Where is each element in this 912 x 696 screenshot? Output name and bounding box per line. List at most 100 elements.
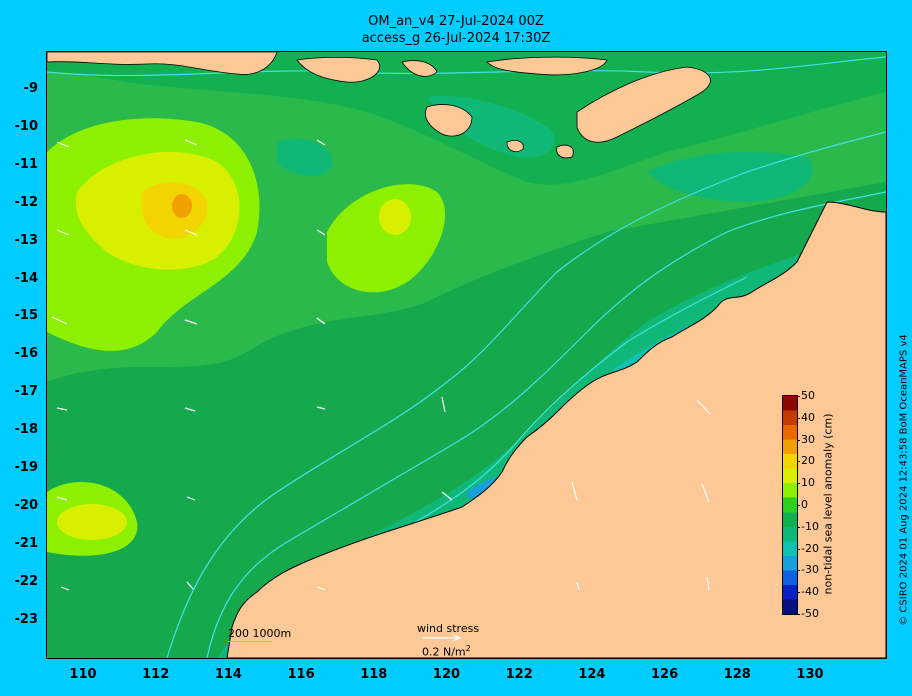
- wind-arrow: [576, 581, 580, 591]
- wind-arrow: [701, 483, 710, 503]
- colorbar-tick-label: 0: [801, 498, 808, 511]
- colorbar-tick-label: -40: [801, 585, 819, 599]
- wind-arrow: [56, 496, 68, 501]
- longitude-tick-label: 110: [69, 667, 97, 682]
- map-subtitle: access_g 26-Jul-2024 17:30Z: [361, 31, 551, 46]
- isobath-legend: 200 1000m: [228, 627, 292, 640]
- isobath-1000m: [206, 191, 886, 658]
- latitude-tick-label: -13: [14, 232, 39, 248]
- wind-stress-legend-unit: 0.2 N/m2: [422, 644, 471, 659]
- indonesian-islands: [47, 52, 711, 159]
- colorbar-label: non-tidal sea level anomaly (cm): [821, 413, 835, 595]
- colorbar-tick-label: 20: [801, 454, 815, 468]
- wind-arrow: [184, 229, 198, 236]
- longitude-tick-label: 112: [142, 667, 170, 682]
- field-patch-teal: [277, 138, 333, 177]
- latitude-tick-label: -16: [14, 346, 39, 362]
- colorbar-tick-mark: [797, 614, 800, 615]
- island-sumbawa-flores: [47, 52, 278, 75]
- island-timor: [576, 66, 711, 143]
- colorbar-tick-mark: [797, 439, 800, 441]
- colorbar-tick-mark: [797, 592, 800, 594]
- latitude-tick-label: -11: [14, 156, 39, 172]
- latitude-tick-label: -9: [23, 81, 38, 96]
- latitude-tick-label: -19: [14, 460, 39, 475]
- island-savu: [425, 104, 473, 137]
- wind-arrow: [60, 586, 70, 591]
- latitude-tick-label: -21: [14, 535, 39, 551]
- wind-stress-legend-label: wind stress: [417, 622, 480, 635]
- latitude-tick-label: -18: [14, 422, 39, 438]
- wind-arrow: [184, 139, 198, 146]
- wind-arrow: [186, 496, 196, 501]
- field-anomaly-west-max: [172, 194, 192, 218]
- wind-arrow: [571, 481, 578, 501]
- island-roti: [506, 140, 524, 153]
- longitude-tick-label: 116: [287, 667, 315, 682]
- isobath-north: [47, 56, 886, 77]
- wind-arrow: [56, 407, 68, 411]
- colorbar-tick-label: 40: [801, 410, 815, 424]
- wind-arrow: [184, 407, 196, 412]
- island-small-2: [401, 60, 438, 77]
- colorbar-tick-label: -20: [801, 541, 819, 555]
- wind-arrow: [56, 141, 70, 148]
- longitude-tick-label: 130: [796, 667, 824, 682]
- wind-arrow: [441, 491, 453, 501]
- colorbar-tick-label: -50: [801, 607, 819, 620]
- sea-level-map: [46, 51, 887, 659]
- latitude-tick-label: -12: [14, 194, 39, 210]
- latitude-tick-label: -10: [14, 118, 39, 134]
- longitude-tick-label: 128: [723, 667, 751, 682]
- colorbar-tick-mark: [797, 570, 800, 572]
- colorbar-tick-mark: [797, 505, 800, 506]
- latitude-tick-label: -20: [14, 497, 39, 513]
- longitude-tick-label: 120: [432, 667, 461, 682]
- colorbar: [782, 395, 798, 615]
- wind-arrow: [56, 229, 70, 236]
- longitude-tick-label: 118: [360, 667, 388, 682]
- wind-arrow: [316, 406, 326, 410]
- map-canvas: [47, 52, 886, 658]
- colorbar-tick-label: -10: [801, 519, 819, 533]
- wind-arrow: [316, 586, 326, 591]
- wind-arrow: [696, 399, 711, 415]
- longitude-tick-label: 126: [651, 667, 679, 682]
- wind-arrow: [184, 319, 198, 325]
- wind-stress-arrows: [51, 139, 711, 591]
- latitude-tick-label: -15: [14, 308, 39, 324]
- wind-arrow: [316, 139, 326, 146]
- isobath-legend-line: [228, 641, 272, 642]
- colorbar-tick-label: 10: [801, 476, 815, 490]
- colorbar-tick-mark: [797, 461, 800, 463]
- australia-landmass: [226, 201, 886, 658]
- colorbar-tick-label: 30: [801, 432, 815, 446]
- wind-arrow: [186, 581, 194, 590]
- wind-arrow: [316, 317, 326, 325]
- wind-arrow: [441, 396, 446, 413]
- island-alor: [486, 56, 608, 76]
- latitude-tick-label: -14: [14, 270, 39, 286]
- colorbar-tick-mark: [797, 548, 800, 550]
- colorbar-tick-label: -30: [801, 563, 819, 577]
- colorbar-tick-mark: [797, 483, 800, 485]
- island-small-1: [556, 144, 574, 159]
- latitude-tick-label: -23: [14, 611, 39, 627]
- map-title: OM_an_v4 27-Jul-2024 00Z: [368, 14, 544, 29]
- wind-arrow: [316, 229, 326, 236]
- colorbar-tick-label: 50: [801, 389, 815, 402]
- longitude-tick-label: 124: [578, 667, 606, 682]
- credit-text: © CSIRO 2024 01 Aug 2024 12:43:58 BoM Oc…: [898, 334, 910, 626]
- island-sumba: [296, 56, 380, 83]
- colorbar-tick-mark: [797, 417, 800, 419]
- field-anomaly-central-peak: [379, 199, 411, 235]
- wind-stress-legend-arrow: [423, 634, 462, 642]
- colorbar-tick-mark: [797, 526, 800, 528]
- latitude-tick-label: -17: [14, 384, 39, 400]
- isobath-deep: [166, 131, 886, 658]
- latitude-tick-label: -22: [14, 573, 39, 589]
- longitude-tick-label: 122: [505, 667, 533, 682]
- wind-arrow: [51, 316, 68, 325]
- longitude-tick-label: 114: [214, 667, 242, 682]
- field-anomaly-sw-peak: [57, 504, 127, 540]
